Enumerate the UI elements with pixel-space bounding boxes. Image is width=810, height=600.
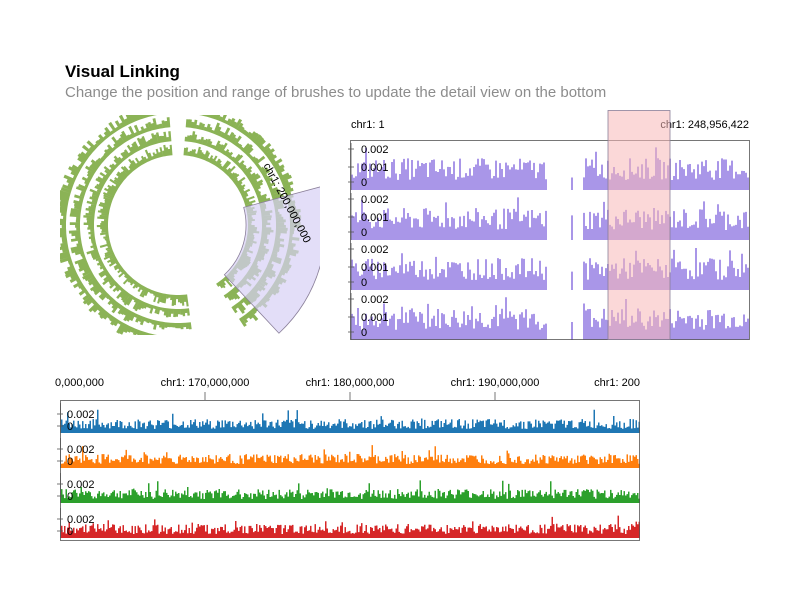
overview-tick-label: 0 (361, 277, 367, 289)
detail-tick-label: 0.002 (67, 514, 95, 526)
overview-track: 0.002 0.001 0 (348, 143, 749, 190)
overview-tick-label: 0.002 (361, 244, 389, 256)
overview-end-label: chr1: 248,956,422 (660, 119, 749, 131)
overview-tracks: 0.0020.00100.0020.00100.0020.00100.0020.… (348, 143, 749, 340)
overview-tick-label: 0 (361, 177, 367, 189)
detail-tick-label: 0 (67, 526, 73, 538)
detail-tick-label: 0 (67, 456, 73, 468)
overview-tick-label: 0.002 (361, 294, 389, 306)
page-subtitle: Change the position and range of brushes… (65, 84, 607, 101)
overview-tick-label: 0.002 (361, 144, 389, 156)
circular-brush[interactable] (223, 186, 320, 334)
detail-axis-label: chr1: 200 (594, 377, 640, 389)
detail-tick-label: 0 (67, 421, 73, 433)
overview-tick-label: 0.001 (361, 162, 389, 174)
overview-frame (350, 140, 750, 340)
detail-axis: 0,000,000 chr1: 170,000,000 chr1: 180,000,… (55, 377, 640, 400)
detail-axis-label: chr1: 180,000,000 (306, 377, 395, 389)
detail-axis-label: chr1: 170,000,000 (161, 377, 250, 389)
overview-tick-label: 0.001 (361, 212, 389, 224)
detail-view[interactable]: 0,000,000 chr1: 170,000,000 chr1: 180,000,… (55, 372, 655, 547)
detail-frame (60, 400, 640, 541)
overview-view[interactable]: chr1: 1 chr1: 248,956,422 0.0020.00100.0… (340, 110, 760, 345)
overview-track: 0.002 0.001 0 (348, 193, 749, 240)
overview-tick-label: 0.001 (361, 312, 389, 324)
circular-view[interactable]: chr1: 200,000,000 (60, 115, 320, 335)
page-title: Visual Linking (65, 62, 180, 81)
overview-track: 0.002 0.001 0 (348, 243, 749, 290)
detail-tick-label: 0.002 (67, 409, 95, 421)
detail-axis-label: chr1: 190,000,000 (451, 377, 540, 389)
detail-tick-label: 0 (67, 491, 73, 503)
detail-tick-label: 0.002 (67, 444, 95, 456)
detail-axis-label: 0,000,000 (55, 377, 104, 389)
overview-tick-label: 0.001 (361, 262, 389, 274)
overview-tick-label: 0 (361, 327, 367, 339)
overview-start-label: chr1: 1 (351, 119, 385, 131)
overview-tick-label: 0 (361, 227, 367, 239)
overview-track: 0.002 0.001 0 (348, 293, 749, 340)
overview-tick-label: 0.002 (361, 194, 389, 206)
overview-brush[interactable] (607, 110, 671, 340)
detail-tick-label: 0.002 (67, 479, 95, 491)
